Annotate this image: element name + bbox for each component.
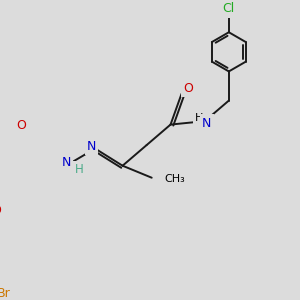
Text: N: N [87, 140, 96, 153]
Text: O: O [0, 204, 1, 217]
Text: CH₃: CH₃ [164, 174, 185, 184]
Text: N: N [202, 117, 212, 130]
Text: N: N [61, 156, 71, 169]
Text: H: H [75, 163, 84, 176]
Text: O: O [183, 82, 193, 95]
Text: Cl: Cl [223, 2, 235, 16]
Text: O: O [16, 119, 26, 132]
Text: Br: Br [0, 287, 11, 300]
Text: H: H [195, 113, 204, 123]
